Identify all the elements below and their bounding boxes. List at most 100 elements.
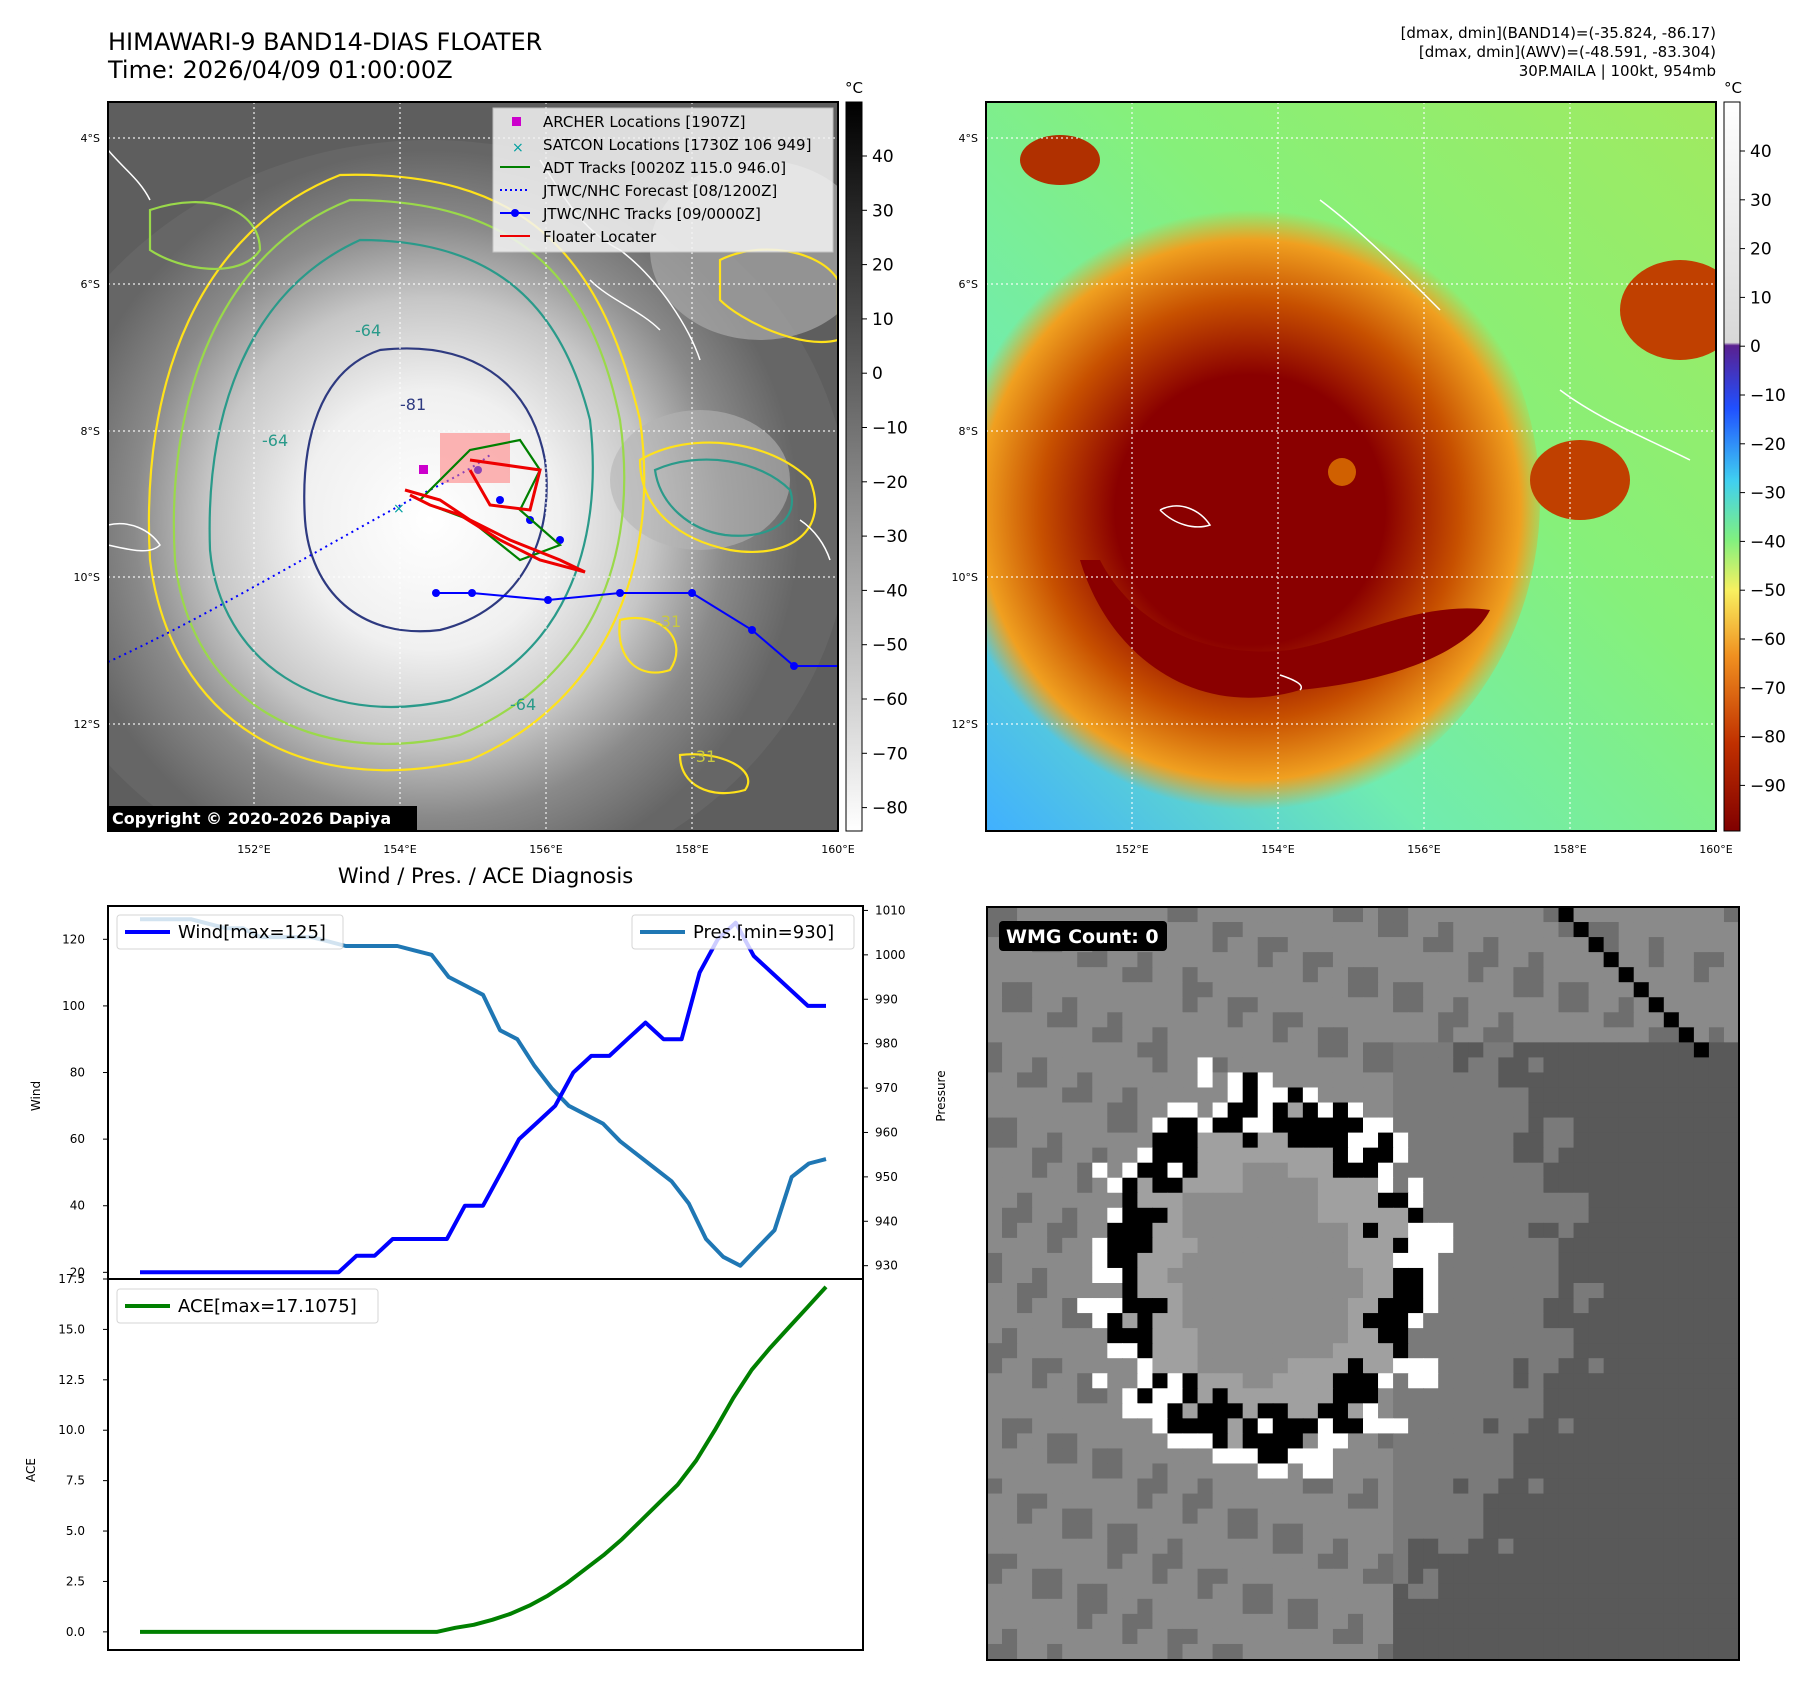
wmg-cell <box>1378 997 1394 1013</box>
wmg-cell <box>1678 1358 1695 1374</box>
wmg-cell <box>1438 1643 1454 1660</box>
wmg-cell <box>1708 1237 1725 1254</box>
wmg-cell <box>1317 1328 1334 1344</box>
wmg-cell <box>1062 1493 1078 1510</box>
wmg-cell <box>1167 1493 1184 1510</box>
wmg-cell <box>1558 997 1575 1013</box>
wmg-cell <box>1393 1583 1409 1600</box>
wmg-cell <box>1678 1267 1695 1284</box>
wmg-cell <box>1528 1523 1545 1540</box>
wmg-cell <box>1197 1267 1214 1284</box>
wmg-cell <box>1272 1388 1289 1404</box>
wmg-cell <box>1693 1388 1710 1404</box>
wmg-cell <box>1002 1012 1018 1028</box>
wmg-cell <box>1257 1373 1274 1389</box>
wmg-cell <box>1167 1583 1184 1600</box>
wmg-cell <box>1062 1553 1078 1570</box>
header-stats: [dmax, dmin](BAND14)=(-35.824, -86.17) [… <box>1401 24 1716 81</box>
wmg-cell <box>1438 1538 1454 1555</box>
wmg-cell <box>1167 1298 1184 1314</box>
wmg-cell <box>1363 1343 1379 1359</box>
wmg-cell <box>1723 1628 1740 1645</box>
wmg-cell <box>1483 1072 1499 1089</box>
wmg-cell <box>1152 1057 1169 1074</box>
contour-label-5: -31 <box>690 747 716 766</box>
wmg-cell <box>1227 1192 1244 1209</box>
wmg-cell <box>1453 1132 1469 1149</box>
wmg-cell <box>1678 1132 1695 1149</box>
wmg-cell <box>1212 1523 1229 1540</box>
wmg-cell <box>1588 982 1605 998</box>
wmg-cell <box>1618 1478 1635 1495</box>
wmg-cell <box>1633 1132 1650 1149</box>
wmg-cell <box>1092 1102 1108 1119</box>
wmg-cell <box>1648 1252 1665 1269</box>
wmg-cell <box>1363 1012 1379 1028</box>
wmg-cell <box>1648 1027 1665 1043</box>
wmg-cell <box>1167 1252 1184 1269</box>
wmg-cell <box>1633 1628 1650 1645</box>
wmg-cell <box>1378 922 1394 938</box>
wmg-cell <box>1633 1418 1650 1434</box>
wmg-cell <box>1663 1132 1680 1149</box>
wmg-cell <box>1663 1343 1680 1359</box>
wmg-cell <box>1077 1478 1093 1495</box>
wmg-cell <box>1272 1057 1289 1074</box>
wmg-cell <box>1618 1508 1635 1525</box>
wmg-cell <box>1513 1568 1530 1585</box>
wmg-cell <box>1663 1162 1680 1179</box>
wmg-cell <box>1167 1192 1184 1209</box>
wmg-cell <box>1107 1388 1123 1404</box>
wmg-cell <box>1468 1343 1484 1359</box>
wmg-cell <box>1077 1583 1093 1600</box>
wmg-cell <box>1347 1538 1364 1555</box>
wmg-cell <box>1588 922 1605 938</box>
wmg-cell <box>1618 1283 1635 1299</box>
wmg-cell <box>1438 982 1454 998</box>
wmg-cell <box>1137 1463 1154 1480</box>
wmg-cell <box>1663 1568 1680 1585</box>
wmg-grid <box>987 907 1740 1660</box>
wmg-cell <box>1197 1087 1214 1104</box>
wmg-cell <box>1182 937 1199 953</box>
wmg-cell <box>1302 1087 1319 1104</box>
wmg-cell <box>1257 1568 1274 1585</box>
wmg-cell <box>1498 1177 1514 1194</box>
awv-eye <box>1328 458 1356 486</box>
wmg-cell <box>1197 1418 1214 1434</box>
wmg-cell <box>1062 1463 1078 1480</box>
wmg-cell <box>1708 1087 1725 1104</box>
wmg-cell <box>1393 1523 1409 1540</box>
wmg-cell <box>1618 1643 1635 1660</box>
wmg-cell <box>1423 1493 1439 1510</box>
wmg-cell <box>1182 1523 1199 1540</box>
wmg-cell <box>1182 1643 1199 1660</box>
wmg-cell <box>1393 1042 1409 1058</box>
wmg-cell <box>1363 1057 1379 1074</box>
wmg-cell <box>1227 1042 1244 1058</box>
wmg-cell <box>1483 952 1499 968</box>
wmg-cell <box>1363 937 1379 953</box>
wmg-cell <box>1167 1057 1184 1074</box>
wmg-cell <box>1032 1177 1048 1194</box>
wmg-cell <box>1332 1313 1349 1329</box>
wmg-cell <box>1287 1027 1304 1043</box>
wmg-cell <box>1513 1117 1530 1134</box>
wmg-cell <box>1543 1162 1560 1179</box>
wmg-cell <box>1588 1553 1605 1570</box>
wmg-cell <box>1528 1042 1545 1058</box>
wmg-cell <box>1573 1598 1590 1615</box>
wmg-cell <box>1197 1072 1214 1089</box>
wmg-cell <box>1212 967 1229 983</box>
wmg-cell <box>1693 1328 1710 1344</box>
wmg-cell <box>1558 1403 1575 1419</box>
wmg-cell <box>1708 1583 1725 1600</box>
wmg-cell <box>1287 1343 1304 1359</box>
wmg-cell <box>1648 1388 1665 1404</box>
wmg-cell <box>1543 1598 1560 1615</box>
wmg-cell <box>1077 1373 1093 1389</box>
wmg-cell <box>1393 937 1409 953</box>
wmg-cell <box>1603 1568 1620 1585</box>
wmg-cell <box>1558 1027 1575 1043</box>
wmg-cell <box>1347 1012 1364 1028</box>
